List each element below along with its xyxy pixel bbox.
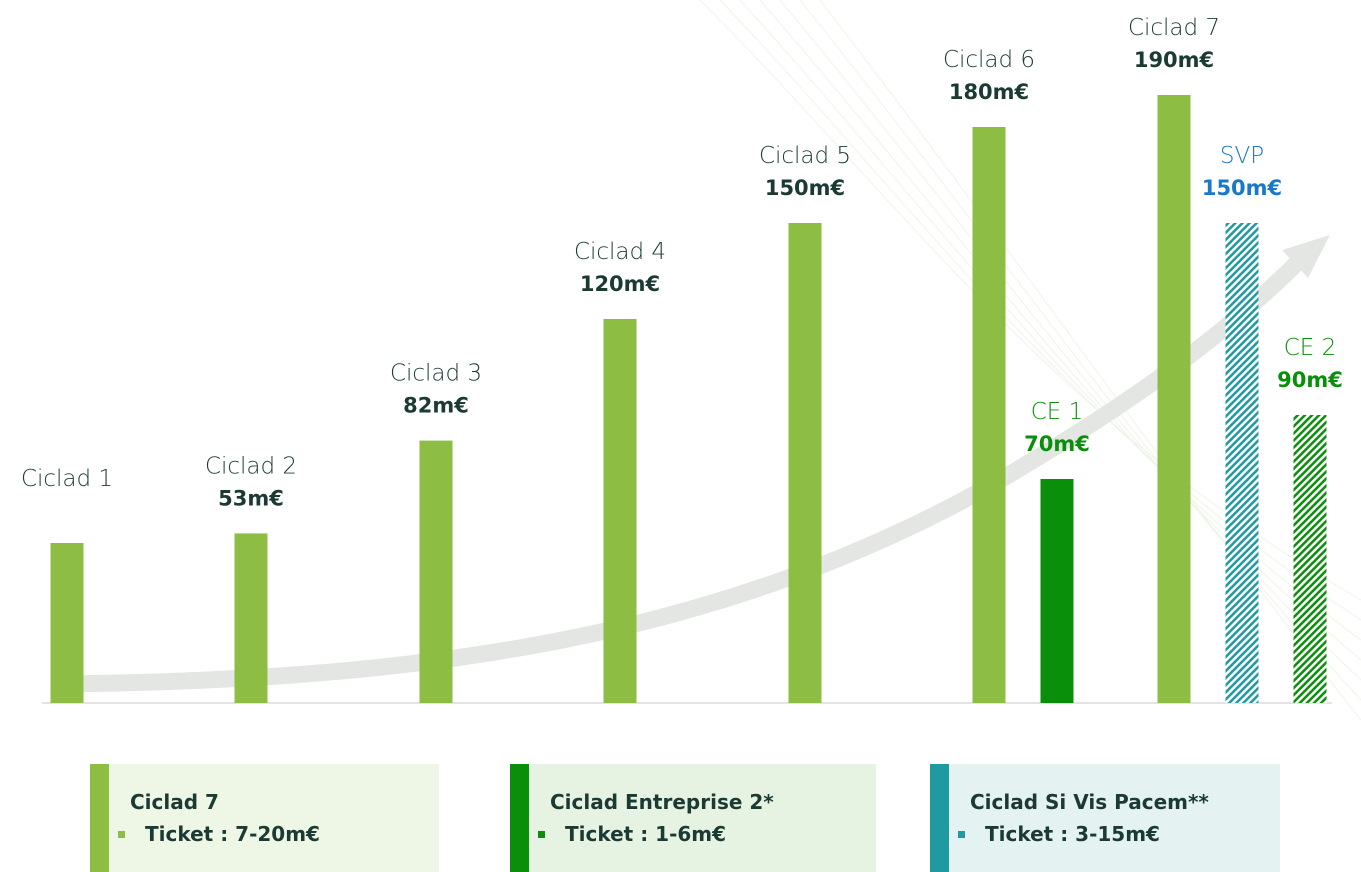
bar-name-label: Ciclad 1 <box>21 466 113 492</box>
x-tick-label: 2004 <box>670 726 721 750</box>
fund-size-chart: Ciclad 1 Ciclad 2 53m€ Ciclad 3 82m€ Ciclad 4… <box>20 0 1361 750</box>
bar-labels-layer: Ciclad 1 Ciclad 2 53m€ Ciclad 3 82m€ Ciclad 4… <box>21 15 1343 510</box>
card-ticket-item: Ticket : 1-6m€ <box>538 822 876 846</box>
card-accent <box>930 764 949 872</box>
x-tick-label: 2017 <box>1000 726 1051 750</box>
bar-ciclad-2 <box>234 533 268 703</box>
card-ticket-text: Ticket : 3-15m€ <box>985 822 1160 846</box>
bar-value-label: 150m€ <box>765 176 845 200</box>
card-title: Ciclad Si Vis Pacem** <box>970 790 1209 814</box>
bar-svp <box>1225 223 1259 703</box>
card-ticket-item: Ticket : 3-15m€ <box>958 822 1280 846</box>
bar-ciclad-6 <box>972 127 1006 703</box>
bar-ciclad-3 <box>419 440 453 703</box>
card-title: Ciclad 7 <box>130 790 219 814</box>
card-ticket-text: Ticket : 7-20m€ <box>145 822 320 846</box>
x-tick-label: 2006 <box>850 726 901 750</box>
bar-name-label: SVP <box>1220 143 1264 169</box>
fund-cards: Ciclad 7 Ticket : 7-20m€ Ciclad Entrepri… <box>0 764 1361 872</box>
bar-ce-1 <box>1040 479 1074 703</box>
bar-name-label: Ciclad 5 <box>759 143 851 169</box>
bar-name-label: CE 2 <box>1284 335 1337 361</box>
bullet-icon <box>538 830 545 838</box>
bars-layer <box>50 95 1327 703</box>
bar-name-label: Ciclad 4 <box>574 239 666 265</box>
bar-value-label: 82m€ <box>403 394 469 418</box>
bar-ce-2 <box>1293 415 1327 703</box>
bar-ciclad-1 <box>50 543 84 703</box>
card-ciclad-entreprise-2: Ciclad Entreprise 2* Ticket : 1-6m€ <box>510 764 876 872</box>
x-tick-label: 1993 <box>300 726 351 750</box>
card-ciclad-si-vis-pacem: Ciclad Si Vis Pacem** Ticket : 3-15m€ <box>930 764 1280 872</box>
bar-value-label: 180m€ <box>949 80 1029 104</box>
bar-value-label: 70m€ <box>1024 432 1090 456</box>
card-accent <box>90 764 109 872</box>
x-tick-label: 2020 <box>1067 726 1123 750</box>
background-decoration <box>699 0 1361 721</box>
bar-ciclad-7 <box>1157 95 1191 703</box>
bullet-icon <box>958 830 965 838</box>
bar-name-label: Ciclad 7 <box>1128 15 1220 41</box>
bar-name-label: Ciclad 2 <box>205 453 297 479</box>
bullet-icon <box>118 830 125 838</box>
bar-value-label: 90m€ <box>1277 368 1343 392</box>
bar-value-label: 150m€ <box>1202 176 1282 200</box>
x-tick-label: 2023 <box>1215 726 1266 750</box>
bar-ciclad-4 <box>603 319 637 703</box>
card-accent <box>510 764 529 872</box>
bar-name-label: Ciclad 6 <box>943 47 1035 73</box>
bar-value-label: 190m€ <box>1134 48 1214 72</box>
card-ticket-item: Ticket : 7-20m€ <box>118 822 439 846</box>
x-tick-label: 2000 <box>450 726 501 750</box>
card-ciclad-7: Ciclad 7 Ticket : 7-20m€ <box>90 764 439 872</box>
bar-value-label: 120m€ <box>580 272 660 296</box>
bar-ciclad-5 <box>788 223 822 703</box>
bar-name-label: Ciclad 3 <box>390 361 482 387</box>
card-title: Ciclad Entreprise 2* <box>550 790 774 814</box>
bar-value-label: 53m€ <box>218 486 284 510</box>
x-tick-label: 2011 <box>850 726 901 750</box>
card-ticket-text: Ticket : 1-6m€ <box>565 822 727 846</box>
bar-name-label: CE 1 <box>1031 399 1084 425</box>
